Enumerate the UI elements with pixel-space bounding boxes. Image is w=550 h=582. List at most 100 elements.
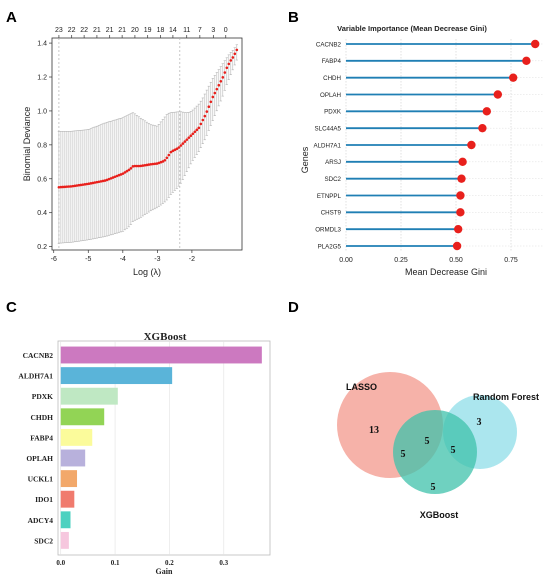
- panel-a-deviance-point: [77, 183, 81, 187]
- panel-a-top-tick-label: 19: [144, 27, 152, 34]
- panel-a-ytick-label: 0.6: [37, 176, 47, 183]
- panel-a-deviance-point: [219, 79, 223, 83]
- panel-a-top-tick-label: 3: [211, 27, 215, 34]
- panel-a-deviance-point: [189, 134, 193, 138]
- panel-b-xtick-label: 0.25: [394, 257, 408, 264]
- panel-c-bar: [60, 428, 93, 446]
- panel-b-gene-label: ARSJ: [325, 159, 341, 166]
- panel-a-deviance-point: [95, 180, 99, 184]
- panel-a-deviance-point: [165, 156, 169, 160]
- panel-a-deviance-point: [69, 185, 73, 188]
- panel-a-top-tick-label: 21: [118, 27, 126, 34]
- panel-a-deviance-point: [235, 48, 239, 52]
- venn-label-random-forest: Random Forest: [473, 392, 539, 402]
- panel-b-dot: [456, 208, 465, 217]
- panel-a-deviance-point: [141, 164, 145, 167]
- panel-a-deviance-point: [193, 130, 197, 134]
- panel-a-deviance-point: [119, 173, 123, 176]
- panel-a-deviance-point: [101, 179, 105, 183]
- panel-label-d: D: [288, 299, 299, 316]
- panel-b-gene-label: ALDH7A1: [313, 142, 341, 149]
- panel-a-deviance-point: [99, 180, 103, 183]
- panel-a-deviance-point: [217, 83, 221, 87]
- panel-a-lasso-deviance-plot: -6 -5 -4 -3 -2 0.2 0.4 0.6 0.8 1.0 1.2 1.4 23 22 22 2…: [22, 27, 243, 277]
- panel-a-xtick-label: -5: [85, 256, 91, 263]
- panel-b-gene-label: ETNPPL: [317, 193, 342, 200]
- panel-a-deviance-point: [223, 71, 227, 74]
- panel-b-gene-label: PLA2G5: [318, 243, 342, 250]
- panel-b-dot: [467, 140, 476, 150]
- panel-a-deviance-point: [57, 185, 61, 189]
- panel-a-top-tick-label: 22: [80, 27, 88, 34]
- panel-a-deviance-point: [187, 136, 191, 139]
- panel-a-ylabel: Binomial Deviance: [22, 107, 32, 182]
- panel-a-deviance-point: [83, 183, 87, 186]
- panel-b-dot: [531, 39, 540, 49]
- venn-count-lasso-only: 13: [369, 425, 379, 436]
- panel-a-deviance-point: [117, 173, 121, 177]
- panel-a-deviance-point: [169, 150, 173, 154]
- panel-a-deviance-point: [103, 179, 107, 182]
- panel-c-bar: [60, 346, 262, 364]
- panel-b-xtick-label: 0.75: [504, 257, 518, 264]
- panel-a-deviance-point: [71, 184, 75, 188]
- panel-b-dot: [452, 241, 462, 251]
- panel-a-deviance-point: [115, 174, 119, 178]
- panel-b-dot: [522, 56, 531, 66]
- panel-a-deviance-point: [75, 184, 79, 187]
- panel-c-gene-label: FABP4: [30, 433, 53, 442]
- panel-a-deviance-point: [143, 163, 147, 167]
- panel-b-dot: [493, 90, 502, 99]
- panel-a-deviance-point: [175, 147, 179, 151]
- panel-a-deviance-point: [231, 56, 235, 59]
- panel-a-deviance-point: [173, 148, 177, 152]
- panel-a-deviance-point: [129, 167, 133, 170]
- panel-b-title: Variable Importance (Mean Decrease Gini): [337, 24, 487, 33]
- panel-a-deviance-point: [209, 100, 213, 104]
- panel-b-gene-label: CHDH: [323, 75, 341, 82]
- panel-a-top-tick-label: 21: [93, 27, 101, 34]
- panel-a-xtick-label: -6: [51, 256, 57, 263]
- panel-a-deviance-point: [131, 165, 135, 168]
- panel-a-deviance-point: [181, 142, 185, 145]
- panel-a-deviance-point: [139, 164, 143, 168]
- panel-b-dot: [509, 73, 518, 82]
- panel-a-deviance-point: [203, 114, 207, 118]
- panel-b-xtick-label: 0.00: [339, 257, 353, 264]
- panel-a-deviance-point: [201, 118, 205, 122]
- panel-b-gene-label: FABP4: [322, 58, 342, 65]
- panel-a-deviance-point: [63, 185, 67, 189]
- panel-c-bar: [60, 367, 173, 385]
- venn-count-lasso-xgb: 5: [401, 449, 406, 460]
- panel-a-top-tick-label: 11: [183, 27, 190, 34]
- panel-a-deviance-point: [207, 105, 211, 108]
- panel-a-deviance-point: [61, 185, 65, 189]
- panel-a-deviance-point: [111, 176, 115, 179]
- panel-c-gene-label: CHDH: [31, 413, 54, 422]
- panel-a-deviance-point: [155, 162, 159, 165]
- panel-a-deviance-point: [205, 110, 209, 113]
- panel-a-ytick-label: 1.2: [37, 75, 47, 82]
- panel-a-deviance-point: [109, 177, 113, 180]
- panel-a-deviance-point: [177, 146, 181, 149]
- panel-a-deviance-point: [179, 144, 183, 147]
- panel-label-b: B: [288, 9, 299, 26]
- panel-a-top-tick-label: 18: [157, 27, 165, 34]
- panel-c-bar: [60, 490, 75, 508]
- panel-b-gene-label: ORMDL3: [315, 226, 341, 233]
- panel-a-deviance-point: [107, 177, 111, 181]
- panel-a-ytick-label: 0.8: [37, 142, 47, 149]
- venn-label-lasso: LASSO: [346, 382, 377, 392]
- panel-a-deviance-point: [159, 160, 163, 164]
- panel-b-dot: [482, 107, 491, 116]
- panel-c-title: XGBoost: [144, 331, 187, 343]
- panel-a-top-tick-label: 20: [131, 27, 139, 34]
- panel-a-xtick-label: -3: [154, 256, 160, 263]
- panel-a-ytick-label: 1.4: [37, 41, 47, 48]
- panel-a-ytick-label: 1.0: [37, 108, 47, 115]
- venn-count-rf-xgb: 5: [451, 445, 456, 456]
- panel-a-deviance-point: [135, 164, 139, 168]
- panel-a-deviance-point: [213, 91, 217, 95]
- panel-a-deviance-point: [157, 161, 161, 165]
